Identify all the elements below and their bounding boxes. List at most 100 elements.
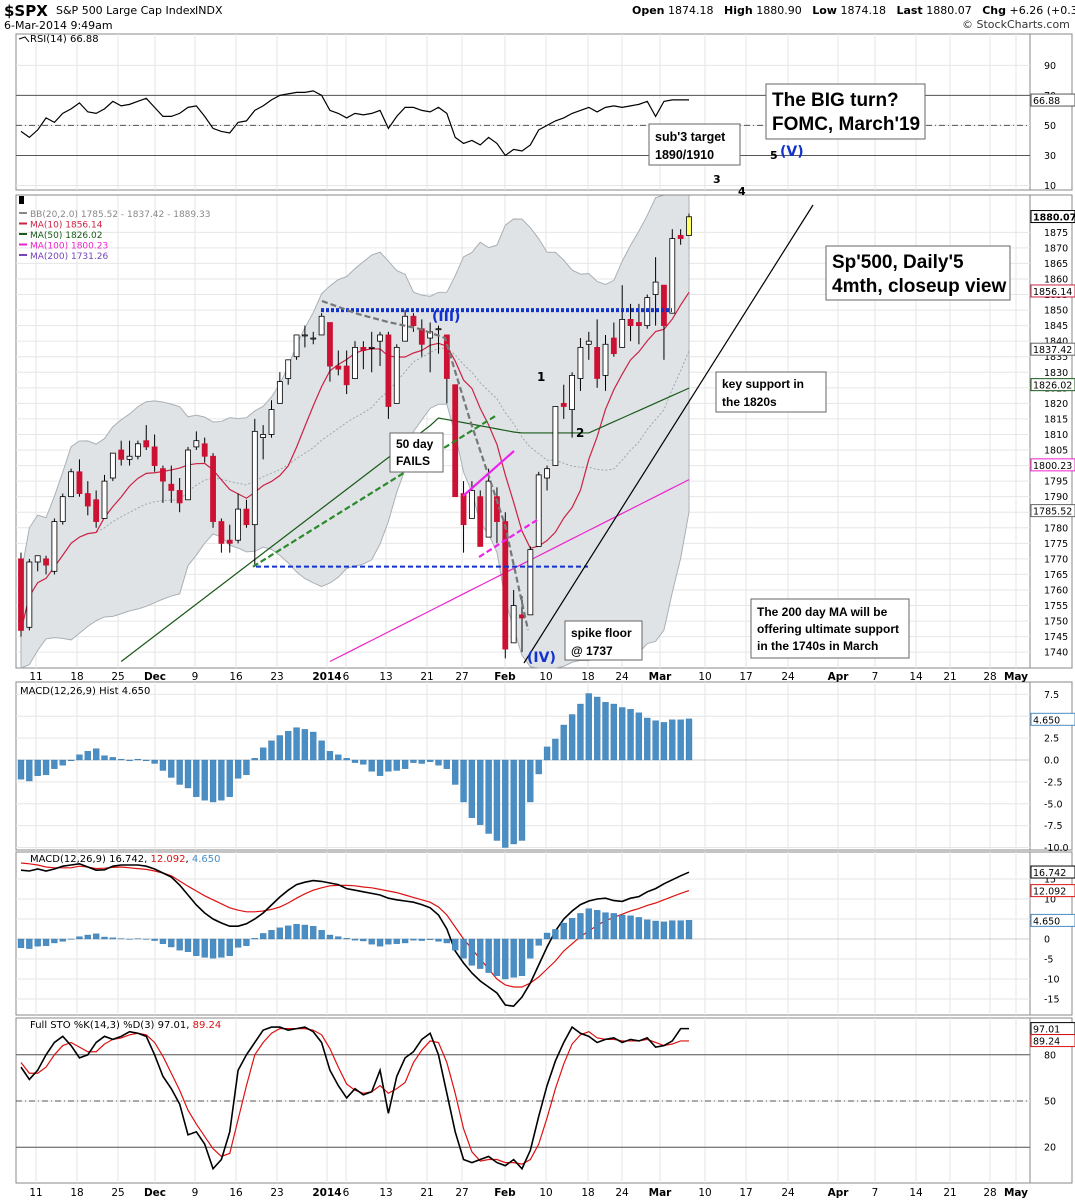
hist-bar: [477, 759, 484, 825]
candle-body: [385, 334, 392, 407]
hist-bar: [326, 751, 334, 761]
x-tick-label: 6: [343, 671, 350, 683]
wave-label-iii: (III): [432, 309, 460, 325]
macd-hist-bar: [351, 938, 359, 941]
macd-hist-bar: [477, 938, 484, 969]
candle-body: [443, 334, 450, 379]
macd-hist-bar: [310, 926, 317, 940]
macd-hist-bar: [59, 938, 66, 942]
sub3-target-line: sub'3 target: [655, 130, 726, 144]
candle-body: [160, 468, 166, 482]
x-tick-label: Mar: [649, 671, 673, 683]
x-tick-label: 9: [192, 1187, 199, 1199]
rsi-tag-box: [1030, 93, 1075, 107]
key-support-box: [715, 371, 827, 413]
x-tick-label: Mar: [649, 1187, 673, 1199]
signal-tag-box: [1030, 884, 1075, 898]
hist-bar: [585, 693, 592, 761]
hist-bar: [251, 758, 258, 761]
wave-label-5: 5: [770, 149, 778, 162]
macd-hist-bar: [26, 938, 33, 949]
macd-hist-bar: [619, 914, 626, 940]
macd-hist-bar: [644, 919, 651, 940]
candle-body: [185, 449, 191, 501]
hist-bar: [26, 759, 33, 782]
candle-body: [243, 508, 250, 526]
x-tick-label: 27: [455, 671, 468, 683]
candle-body: [669, 238, 676, 314]
candle-body: [126, 455, 133, 460]
high-value: 1880.90: [756, 4, 802, 17]
macd-hist-bar: [577, 913, 584, 940]
x-tick-label: 16: [229, 671, 243, 683]
hist-bar: [460, 759, 467, 803]
y-tick-label-price: 1870: [1044, 243, 1068, 254]
hist-bar: [485, 759, 492, 834]
sto-d-tag: 89.24: [1033, 1037, 1060, 1048]
macd-hist-bar: [42, 938, 50, 946]
macd-hist-bar: [51, 938, 58, 944]
hist-bar: [109, 757, 116, 761]
macd-hist-bar: [443, 938, 451, 944]
hist-bar: [385, 759, 392, 772]
hist-bar: [594, 696, 601, 761]
sub3-target-box: [648, 123, 741, 166]
x-tick-label: 7: [872, 1187, 879, 1199]
magenta-channel-upper: [462, 450, 515, 497]
y-tick-label-price: 1760: [1044, 585, 1068, 596]
macd-hist-bar: [652, 920, 659, 940]
panel-frame-rsi: [15, 33, 1073, 191]
candle-body: [51, 521, 58, 572]
hist-bar: [335, 754, 342, 761]
y-tick-label-hist: -2.5: [1044, 777, 1063, 788]
macd-hist-bar: [527, 938, 534, 959]
macd-hist-bar: [468, 938, 476, 966]
hist-bar: [176, 759, 183, 785]
chart-header: $SPX S&P 500 Large Cap Index INDX 6-Mar-…: [4, 2, 1075, 32]
macd-hist-bar: [585, 908, 592, 940]
candle-body: [327, 322, 333, 367]
candle-body: [101, 480, 108, 519]
candle-body: [59, 496, 66, 522]
candle-body: [251, 430, 258, 526]
hist-bar: [669, 719, 676, 761]
macd-hist-bar: [418, 938, 425, 941]
x-tick-label: Dec: [144, 1187, 166, 1199]
candle-body: [26, 561, 33, 628]
candle-body: [318, 315, 325, 336]
price-legend-item: MA(50) 1826.02: [30, 231, 102, 241]
candle-body: [210, 455, 216, 522]
price-legend-item: MA(10) 1856.14: [30, 221, 103, 231]
candle-body: [93, 499, 100, 522]
y-tick-label-price: 1765: [1044, 570, 1068, 581]
annotations-layer: (III) (IV) (V) 1 2 3 4 5 50 day FAILS key support …: [16, 83, 1030, 666]
candle-body: [18, 558, 24, 631]
green-dashed-line: [252, 414, 498, 568]
panel-frame-macd: [15, 851, 1073, 1016]
chg-value: +6.26 (+0.33%): [1009, 4, 1075, 17]
wave-label-4: 4: [738, 185, 746, 198]
hist-bar: [118, 758, 125, 761]
hist-bar: [627, 709, 634, 761]
price-tag: 1856.14: [1033, 287, 1072, 298]
hist-bar: [126, 759, 133, 762]
x-tick-label: 24: [615, 671, 629, 683]
hist-bar: [143, 759, 150, 762]
hist-bar: [42, 759, 50, 776]
x-tick-label: Apr: [828, 671, 850, 683]
candles-layer: [17, 213, 693, 980]
hist-bar: [243, 759, 250, 776]
y-tick-label-sto: 20: [1044, 1143, 1056, 1154]
y-tick-label-macd: 15: [1044, 875, 1056, 886]
low-value: 1874.18: [840, 4, 886, 17]
macd-tag: 16.742: [1033, 868, 1066, 879]
candle-body: [377, 334, 383, 342]
sp500-view-line: Sp'500, Daily'5: [832, 252, 964, 273]
ma200-note-line: The 200 day MA will be: [757, 605, 888, 619]
bollinger-band: [20, 194, 690, 669]
candle-body: [619, 318, 626, 348]
rsi-line: [20, 90, 689, 157]
macd-hist-bar: [218, 938, 225, 958]
hist-bar: [502, 759, 509, 848]
y-tick-label-macd: 0: [1044, 935, 1050, 946]
